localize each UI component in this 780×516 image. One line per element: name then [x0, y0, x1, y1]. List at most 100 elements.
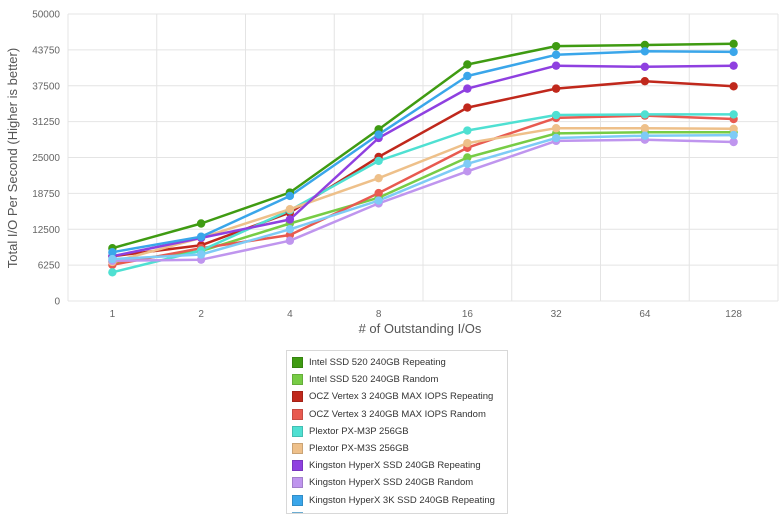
series-line: [112, 79, 734, 258]
data-point: [463, 126, 472, 135]
legend-swatch: [292, 477, 303, 489]
data-point: [729, 47, 738, 57]
series-line: [112, 133, 734, 261]
legend-label: Kingston HyperX 3K SSD 240GB Repeating: [309, 494, 495, 506]
data-point: [463, 71, 472, 81]
legend-swatch: [292, 511, 303, 513]
data-point: [285, 230, 295, 240]
data-point: [108, 254, 117, 264]
legend-swatch: [292, 391, 303, 403]
legend-swatch: [292, 443, 303, 455]
data-point: [285, 215, 295, 224]
x-tick-labels: 1 2 4 8 16 32 64 128: [110, 309, 743, 320]
series-points: [108, 39, 738, 277]
data-point: [551, 124, 561, 133]
grid-lines: [67, 13, 779, 302]
data-point: [463, 138, 472, 148]
data-point: [551, 133, 561, 143]
y-tick-label: 12500: [32, 225, 60, 236]
line-chart: 0 6250 12500 18750 25000 31250 37500 43750 50000…: [5, 10, 779, 336]
legend-label: Intel SSD 520 240GB Random: [309, 374, 439, 386]
legend-items: Intel SSD 520 240GB Repeating Intel SSD 5…: [292, 354, 507, 513]
data-point: [551, 50, 561, 59]
series-line: [112, 64, 734, 258]
data-point: [285, 191, 295, 201]
series-lines: [112, 42, 734, 274]
legend-swatch: [292, 494, 303, 506]
data-point: [285, 225, 295, 234]
data-point: [551, 84, 561, 93]
data-point: [729, 110, 738, 119]
legend-label: OCZ Vertex 3 240GB MAX IOPS Repeating: [309, 391, 494, 403]
y-tick-labels: 0 6250 12500 18750 25000 31250 37500 43750 50000: [32, 10, 60, 308]
x-tick-label: 2: [198, 309, 204, 320]
data-point: [285, 236, 295, 245]
data-point: [463, 103, 472, 112]
y-axis-title: Total I/O Per Second (Higher is better): [5, 48, 20, 268]
x-tick-label: 16: [462, 309, 474, 320]
y-tick-label: 6250: [38, 261, 61, 272]
data-point: [196, 219, 206, 228]
y-tick-label: 43750: [32, 45, 60, 56]
data-point: [729, 130, 738, 140]
data-point: [463, 153, 472, 162]
x-tick-label: 1: [110, 309, 116, 320]
chart-legend: Intel SSD 520 240GB Repeating Intel SSD 5…: [286, 350, 508, 514]
legend-label: OCZ Vertex 3 240GB MAX IOPS Random: [309, 408, 486, 420]
y-tick-label: 50000: [32, 10, 60, 21]
y-tick-label: 37500: [32, 81, 60, 92]
data-point: [463, 84, 472, 93]
legend-swatch: [292, 374, 303, 386]
series-line: [112, 113, 734, 274]
y-tick-label: 25000: [32, 153, 60, 164]
data-point: [729, 61, 738, 70]
legend-item: Plextor PX-M3P 256GB: [292, 423, 507, 440]
legend-label: Kingston HyperX SSD 240GB Repeating: [309, 460, 481, 472]
x-tick-label: 4: [287, 309, 293, 320]
data-point: [374, 156, 383, 166]
y-tick-label: 31250: [32, 117, 60, 128]
x-tick-label: 32: [551, 309, 563, 320]
legend-swatch: [292, 357, 303, 369]
data-point: [463, 159, 472, 169]
series-line: [112, 114, 734, 267]
x-tick-label: 128: [725, 309, 742, 320]
data-point: [551, 61, 561, 70]
data-point: [196, 250, 206, 259]
legend-swatch: [292, 460, 303, 472]
data-point: [640, 124, 650, 133]
data-point: [108, 268, 117, 277]
data-point: [640, 47, 650, 56]
data-point: [551, 110, 561, 120]
legend-item: OCZ Vertex 3 240GB MAX IOPS Random: [292, 406, 507, 423]
legend-item: Kingston HyperX SSD 240GB Random: [292, 474, 507, 491]
data-point: [551, 41, 561, 51]
legend-item: Kingston HyperX SSD 240GB Repeating: [292, 457, 507, 474]
data-point: [196, 232, 206, 241]
data-point: [640, 110, 650, 119]
y-tick-label: 18750: [32, 189, 60, 200]
data-point: [729, 124, 738, 133]
legend-item: Kingston HyperX 3K SSD 240GB Repeating: [292, 492, 507, 509]
data-point: [285, 204, 295, 214]
data-point: [463, 60, 472, 69]
legend-item: Intel SSD 520 240GB Random: [292, 371, 507, 388]
x-tick-label: 8: [376, 309, 382, 320]
data-point: [374, 130, 383, 139]
data-point: [640, 62, 650, 72]
data-point: [374, 173, 383, 183]
data-point: [729, 82, 738, 91]
series-line: [112, 126, 734, 264]
data-point: [640, 40, 650, 50]
legend-label: Kingston HyperX SSD 240GB Random: [309, 477, 474, 489]
data-point: [463, 167, 472, 176]
legend-item: Intel SSD 520 240GB Repeating: [292, 354, 507, 371]
data-point: [729, 137, 738, 147]
data-point: [374, 196, 383, 205]
series-line: [112, 138, 734, 263]
legend-label: Intel SSD 520 240GB Repeating: [309, 357, 446, 369]
legend-label: Plextor PX-M3P 256GB: [309, 425, 409, 437]
x-axis-title: # of Outstanding I/Os: [359, 321, 482, 336]
data-point: [374, 188, 383, 198]
legend-swatch: [292, 408, 303, 420]
